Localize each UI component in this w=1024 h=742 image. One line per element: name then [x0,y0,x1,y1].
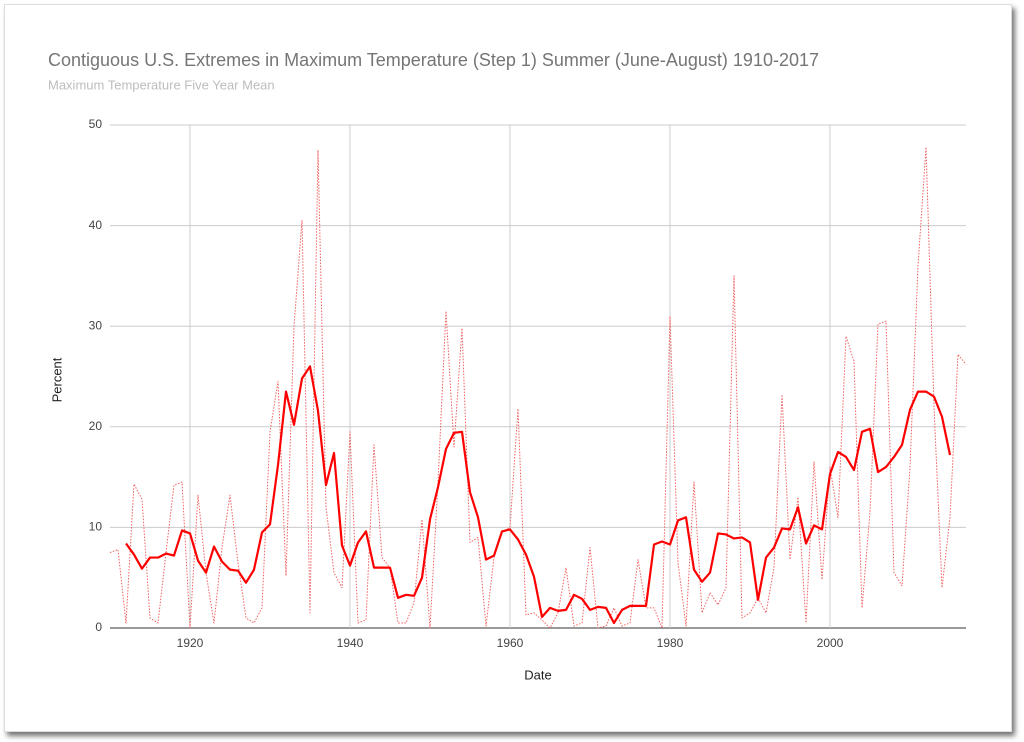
x-tick-label: 1960 [497,636,524,650]
y-tick-label: 40 [89,218,103,232]
y-axis-label: Percent [49,357,64,402]
y-tick-label: 0 [95,620,102,634]
chart-title: Contiguous U.S. Extremes in Maximum Temp… [48,50,819,70]
x-tick-label: 2000 [817,636,844,650]
chart-subtitle: Maximum Temperature Five Year Mean [48,77,275,92]
series-line [125,365,952,625]
x-tick-label: 1920 [177,636,204,650]
y-tick-label: 20 [89,419,103,433]
x-axis-label: Date [524,667,551,682]
y-tick-label: 10 [89,520,103,534]
x-tick-label: 1980 [657,636,684,650]
series-line [109,146,967,629]
x-tick-label: 1940 [337,636,364,650]
y-tick-label: 30 [89,318,103,332]
y-tick-label: 50 [89,117,103,131]
